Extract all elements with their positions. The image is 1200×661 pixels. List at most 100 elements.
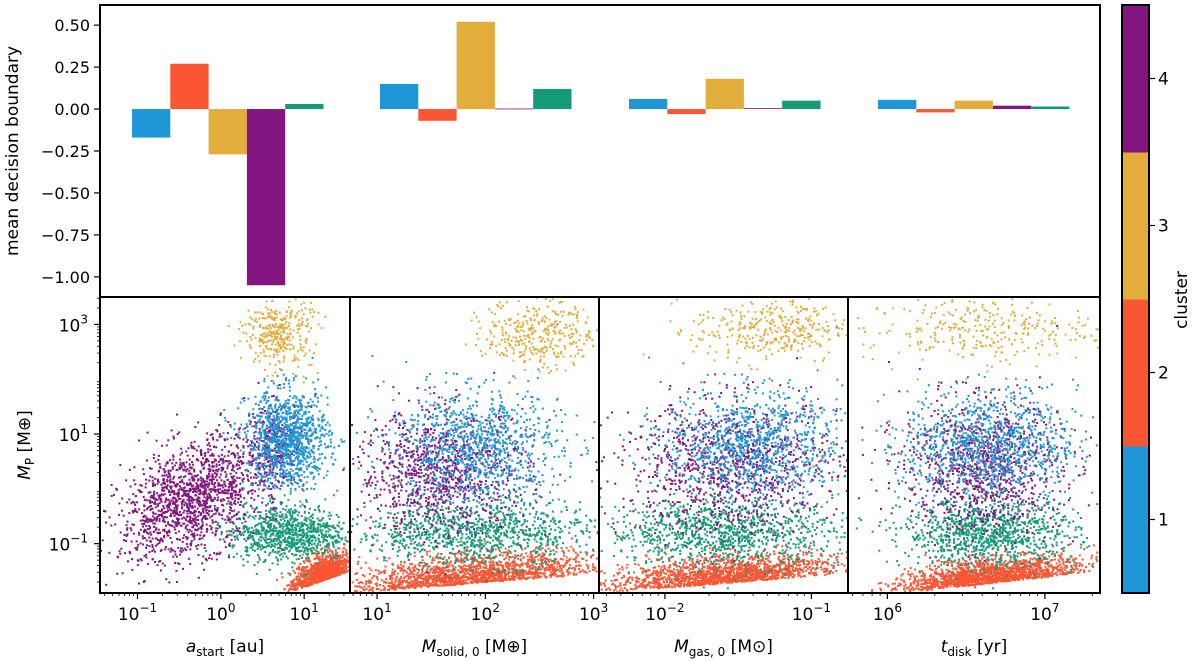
scatter-point <box>174 562 177 565</box>
scatter-point <box>278 412 281 415</box>
scatter-point <box>341 569 344 572</box>
scatter-point <box>276 450 279 453</box>
scatter-point <box>148 527 151 530</box>
scatter-point <box>177 489 180 492</box>
scatter-point <box>278 443 281 446</box>
scatter-point <box>288 512 291 515</box>
scatter-point <box>338 547 341 550</box>
scatter-point <box>177 518 180 521</box>
scatter-point <box>232 521 235 524</box>
scatter-point <box>265 433 268 436</box>
scatter-point <box>165 444 168 447</box>
scatter-point <box>305 520 308 523</box>
scatter-point <box>218 435 221 438</box>
scatter-point <box>188 528 191 531</box>
scatter-point <box>282 438 285 441</box>
scatter-point <box>268 429 271 432</box>
scatter-point <box>313 548 316 551</box>
scatter-point <box>145 553 148 556</box>
scatter-point <box>316 469 319 472</box>
scatter-point <box>299 539 302 542</box>
scatter-point <box>340 538 343 541</box>
scatter-point <box>217 488 220 491</box>
bar-t_disk-cluster-4 <box>992 105 1032 110</box>
scatter-point <box>264 484 267 487</box>
scatter-point <box>170 491 173 494</box>
scatter-point <box>193 534 196 537</box>
scatter-point <box>313 444 316 447</box>
scatter-point <box>277 425 280 428</box>
scatter-point <box>143 514 146 517</box>
scatter-point <box>316 517 319 520</box>
scatter-point <box>282 475 285 478</box>
scatter-point <box>237 457 240 460</box>
scatter-point <box>337 570 340 573</box>
scatter-point <box>272 439 275 442</box>
scatter-point <box>265 522 268 525</box>
scatter-point <box>291 561 294 564</box>
scatter-point <box>321 420 324 423</box>
scatter-point <box>227 554 230 557</box>
scatter-point <box>119 531 122 534</box>
scatter-point <box>263 441 266 444</box>
scatter-point <box>264 509 267 512</box>
scatter-point <box>288 440 291 443</box>
scatter-point <box>270 543 273 546</box>
scatter-point <box>204 459 207 462</box>
scatter-point <box>272 507 275 510</box>
scatter-point <box>326 403 329 406</box>
scatter-point <box>168 581 171 584</box>
scatter-point <box>308 434 311 437</box>
scatter-point <box>252 484 255 487</box>
scatter-point <box>274 447 277 450</box>
scatter-point <box>276 451 279 454</box>
scatter-point <box>118 550 121 553</box>
scatter-point <box>272 436 275 439</box>
scatter-point <box>225 473 228 476</box>
scatter-point <box>292 450 295 453</box>
scatter-point <box>333 527 336 530</box>
scatter-point <box>280 467 283 470</box>
scatter-point <box>203 461 206 464</box>
scatter-point <box>152 515 155 518</box>
scatter-point <box>279 511 282 514</box>
scatter-point <box>297 557 300 560</box>
scatter-point <box>259 415 262 418</box>
scatter-point <box>282 529 285 532</box>
scatter-point <box>280 458 283 461</box>
scatter-point <box>279 468 282 471</box>
scatter-point <box>306 575 309 578</box>
scatter-point <box>175 498 178 501</box>
scatter-point <box>318 577 321 580</box>
scatter-point <box>270 522 273 525</box>
scatter-point <box>285 523 288 526</box>
scatter-point <box>325 474 328 477</box>
scatter-point <box>299 479 302 482</box>
scatter-point <box>218 513 221 516</box>
scatter-point <box>157 528 160 531</box>
scatter-point <box>332 546 335 549</box>
scatter-point <box>242 455 245 458</box>
scatter-point <box>287 521 290 524</box>
scatter-point <box>267 485 270 488</box>
scatter-point <box>337 561 340 564</box>
scatter-point <box>128 512 131 515</box>
scatter-point <box>180 524 183 527</box>
scatter-point <box>268 404 271 407</box>
scatter-point <box>315 465 318 468</box>
scatter-point <box>314 467 317 470</box>
scatter-point <box>257 431 260 434</box>
scatter-point <box>250 526 253 529</box>
scatter-point <box>226 535 229 538</box>
scatter-point <box>257 529 260 532</box>
scatter-point <box>191 446 194 449</box>
scatter-point <box>234 494 237 497</box>
scatter-point <box>211 474 214 477</box>
scatter-point <box>135 540 138 543</box>
scatter-point <box>208 463 211 466</box>
scatter-point <box>305 578 308 581</box>
scatter-point <box>329 438 332 441</box>
scatter-point <box>339 556 342 559</box>
scatter-point <box>220 435 223 438</box>
scatter-point <box>285 505 288 508</box>
